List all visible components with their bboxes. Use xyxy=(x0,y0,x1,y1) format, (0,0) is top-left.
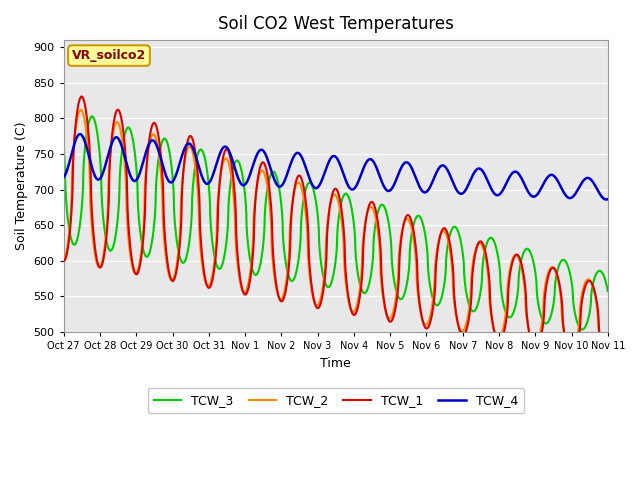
TCW_4 xyxy=(234,175,242,181)
Text: VR_soilco2: VR_soilco2 xyxy=(72,49,146,62)
TCW_4 xyxy=(306,176,314,182)
TCW_1 xyxy=(77,94,85,99)
TCW_4 xyxy=(604,196,612,202)
X-axis label: Time: Time xyxy=(321,357,351,370)
TCW_2 xyxy=(465,306,473,312)
TCW_4 xyxy=(76,131,84,137)
TCW_4 xyxy=(602,197,610,203)
TCW_1 xyxy=(60,258,68,264)
TCW_1 xyxy=(604,333,612,338)
Line: TCW_1: TCW_1 xyxy=(64,96,608,336)
TCW_2 xyxy=(239,288,247,294)
Line: TCW_2: TCW_2 xyxy=(64,110,608,336)
TCW_2 xyxy=(234,266,242,272)
Title: Soil CO2 West Temperatures: Soil CO2 West Temperatures xyxy=(218,15,454,33)
TCW_3 xyxy=(127,129,135,135)
TCW_2 xyxy=(492,333,500,338)
TCW_2 xyxy=(604,333,612,338)
TCW_1 xyxy=(234,258,242,264)
TCW_4 xyxy=(74,132,82,138)
TCW_3 xyxy=(74,234,82,240)
TCW_4 xyxy=(465,180,473,186)
Line: TCW_4: TCW_4 xyxy=(64,134,608,200)
TCW_2 xyxy=(60,257,68,263)
TCW_3 xyxy=(60,144,68,150)
TCW_3 xyxy=(306,180,314,185)
Line: TCW_3: TCW_3 xyxy=(64,117,608,329)
TCW_4 xyxy=(127,174,135,180)
TCW_1 xyxy=(127,251,135,257)
TCW_3 xyxy=(88,114,96,120)
TCW_1 xyxy=(306,265,314,271)
TCW_3 xyxy=(239,176,247,181)
TCW_3 xyxy=(465,302,473,308)
Y-axis label: Soil Temperature (C): Soil Temperature (C) xyxy=(15,122,28,250)
TCW_1 xyxy=(74,104,82,110)
TCW_2 xyxy=(74,113,82,119)
TCW_4 xyxy=(239,182,247,188)
TCW_3 xyxy=(234,158,242,164)
Legend: TCW_3, TCW_2, TCW_1, TCW_4: TCW_3, TCW_2, TCW_1, TCW_4 xyxy=(147,388,524,413)
TCW_2 xyxy=(306,274,314,280)
TCW_4 xyxy=(60,174,68,180)
TCW_3 xyxy=(579,326,586,332)
TCW_3 xyxy=(604,288,612,294)
TCW_1 xyxy=(239,288,247,294)
TCW_2 xyxy=(127,258,135,264)
TCW_2 xyxy=(77,107,84,113)
TCW_1 xyxy=(492,333,499,338)
TCW_1 xyxy=(465,315,473,321)
